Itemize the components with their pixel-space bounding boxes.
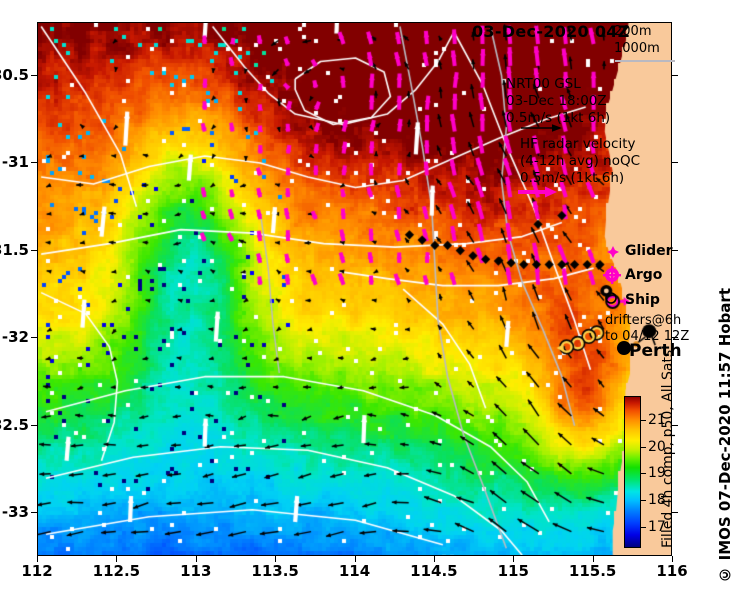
colorbar-tick-label: 18 (648, 492, 666, 508)
model-legend-line1: NRT00 GSL (506, 76, 581, 92)
y-axis-tick-label: -31.5 (0, 240, 29, 259)
left-y-axis-tick (31, 162, 37, 164)
right-y-axis-tick (672, 512, 678, 514)
y-axis-tick-label: -32.5 (0, 415, 29, 434)
left-y-axis-tick (31, 337, 37, 339)
x-axis-tick (116, 556, 118, 562)
x-axis-tick (354, 556, 356, 562)
glider-marker-icon (607, 246, 619, 258)
left-y-axis-tick (31, 424, 37, 426)
colorbar-tick (641, 446, 646, 448)
vector-overlay-layer (38, 23, 671, 555)
perth-city-label: Perth (629, 341, 682, 361)
hf-radar-velocity-arrow (518, 186, 557, 198)
colorbar-tick-label: 21 (648, 412, 666, 428)
colorbar-tick-label: 17 (648, 518, 666, 535)
date-stamp: 03-Dec-2020 04Z (472, 22, 630, 41)
hf-legend-line3: 0.5m/s (1kt 6h) (520, 170, 625, 186)
sst-colorbar (624, 396, 641, 548)
right-y-axis-tick (672, 337, 678, 339)
glider-legend-label: Glider (625, 243, 673, 259)
argo-legend-label: Argo (625, 267, 663, 283)
x-axis-tick-label: 112.5 (92, 562, 141, 580)
bathymetry-1000m-line-sample (615, 60, 675, 62)
y-axis-tick-label: -31 (1, 153, 29, 172)
model-legend-line3: 0.5m/s (1kt 6h) (506, 110, 611, 126)
x-axis-tick-label: 113 (180, 562, 212, 580)
x-axis-tick-label: 115 (497, 562, 529, 580)
model-velocity-legend: NRT00 GSL 03-Dec 18:00Z 0.5m/s (1kt 6h) (506, 76, 610, 127)
x-axis-tick (592, 556, 594, 562)
map-plot-area[interactable] (37, 22, 672, 556)
x-axis-tick-label: 116 (656, 562, 688, 580)
bathymetry-200m-label: 200m (614, 24, 652, 39)
hf-legend-line2: (4-12h avg) noQC (520, 153, 641, 169)
x-axis-tick (513, 556, 515, 562)
drifters-legend-line1: drifters@6h (605, 313, 682, 328)
hf-radar-velocity-legend: HF radar velocity (4-12h avg) noQC 0.5m/… (520, 136, 640, 187)
y-axis-tick-label: -33 (1, 503, 29, 522)
model-velocity-arrow (521, 124, 562, 132)
ship-legend-label: Ship (625, 292, 660, 308)
drifters-legend-line2: to 04/12 12Z (605, 329, 690, 344)
hf-legend-line1: HF radar velocity (520, 136, 636, 152)
x-axis-tick-label: 113.5 (251, 562, 299, 580)
right-y-axis-tick (672, 249, 678, 251)
right-y-axis-tick (672, 74, 678, 76)
colorbar-tick (641, 473, 646, 475)
x-axis-tick (672, 556, 673, 562)
colorbar-tick-label: 20 (648, 438, 666, 455)
bathymetry-1000m-label: 1000m (614, 41, 660, 56)
left-y-axis-tick (31, 249, 37, 251)
argo-marker-icon (603, 266, 621, 284)
perth-city-marker-icon (617, 341, 631, 355)
x-axis-tick (37, 556, 38, 562)
y-axis-tick-label: -32 (1, 328, 29, 347)
right-y-axis-tick (672, 162, 678, 164)
left-y-axis-tick (31, 512, 37, 514)
right-y-axis-tick (672, 424, 678, 426)
colorbar-tick (641, 500, 646, 501)
x-axis-tick-label: 112 (21, 562, 53, 580)
x-axis-tick-label: 114 (338, 562, 371, 580)
colorbar-tick (641, 526, 646, 528)
x-axis-tick (195, 556, 197, 562)
colorbar-tick (641, 420, 646, 421)
model-legend-line2: 03-Dec 18:00Z (506, 93, 607, 109)
left-y-axis-tick (31, 74, 37, 76)
x-axis-tick (275, 556, 277, 562)
colorbar-tick-label: 19 (648, 465, 666, 482)
ship-marker-icon (605, 292, 617, 304)
x-axis-tick (433, 556, 435, 562)
imos-credit: © IMOS 07-Dec-2020 11:57 Hobart (716, 288, 734, 584)
x-axis-tick-label: 114.5 (410, 562, 458, 580)
x-axis-tick-label: 115.5 (568, 562, 617, 580)
y-axis-tick-label: -30.5 (0, 65, 29, 84)
